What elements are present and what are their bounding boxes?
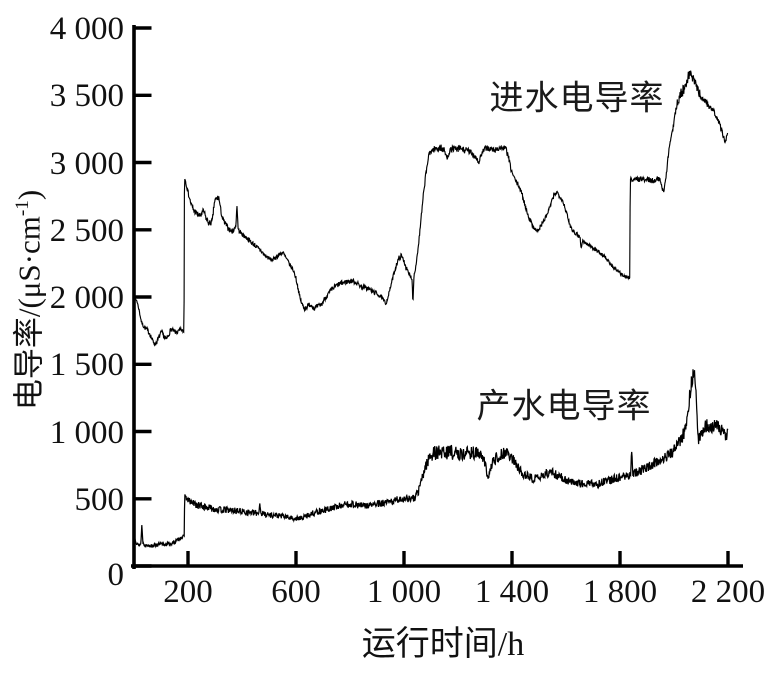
series-label-product-conductivity: 产水电导率	[476, 388, 652, 426]
series-trace-product	[133, 369, 729, 549]
x-tick-label: 1 400	[474, 574, 550, 610]
y-axis-title: 电导率/(μS·cm-1)	[4, 190, 49, 410]
x-axis-title: 运行时间/h	[361, 626, 525, 663]
y-tick-label: 3 000	[49, 145, 124, 182]
y-tick-label: 2 500	[49, 212, 124, 249]
y-tick-label: 1 000	[49, 414, 124, 451]
y-tick-label: 0	[107, 557, 125, 593]
x-axis-ticks	[186, 551, 730, 566]
x-tick-label: 200	[163, 574, 213, 610]
y-tick-label: 3 500	[49, 78, 124, 115]
y-axis-title-close: )	[11, 189, 47, 201]
y-tick-label: 4 000	[49, 11, 124, 47]
x-tick-label: 1 000	[366, 574, 442, 610]
y-axis-title-text: 电导率/(μS·cm	[11, 216, 47, 411]
y-tick-label: 1 500	[49, 347, 124, 384]
y-tick-label: 2 000	[49, 280, 124, 316]
y-axis-ticks	[134, 26, 152, 568]
x-tick-label: 600	[271, 574, 321, 610]
x-tick-label: 1 800	[582, 574, 658, 610]
y-axis-title-superscript: -1	[12, 200, 34, 217]
series-label-inlet-conductivity: 进水电导率	[489, 80, 665, 118]
x-tick-label: 2 200	[690, 574, 766, 610]
series-trace-inlet	[134, 70, 729, 347]
y-tick-label: 500	[74, 481, 125, 518]
